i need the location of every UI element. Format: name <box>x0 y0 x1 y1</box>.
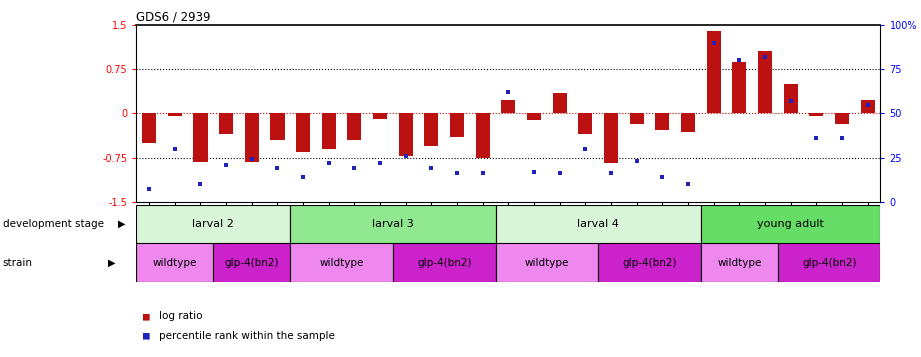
Point <box>860 102 875 107</box>
Bar <box>599 243 701 282</box>
Bar <box>732 61 746 114</box>
Bar <box>136 243 214 282</box>
Bar <box>553 93 566 114</box>
Bar <box>501 100 516 114</box>
Point <box>219 162 234 167</box>
Text: wildtype: wildtype <box>320 258 364 268</box>
Bar <box>701 243 778 282</box>
Text: ■: ■ <box>143 311 149 321</box>
Text: ▶: ▶ <box>118 219 125 229</box>
Text: larval 2: larval 2 <box>192 219 234 229</box>
Text: GDS6 / 2939: GDS6 / 2939 <box>136 11 211 24</box>
Bar <box>835 114 849 124</box>
Bar <box>425 114 438 146</box>
Point <box>732 57 747 63</box>
Point <box>553 171 567 176</box>
Bar <box>393 243 495 282</box>
Point <box>603 171 618 176</box>
Bar <box>296 114 310 152</box>
Text: young adult: young adult <box>757 219 824 229</box>
Point <box>296 174 310 180</box>
Bar <box>495 243 599 282</box>
Bar <box>656 114 670 130</box>
Text: wildtype: wildtype <box>717 258 762 268</box>
Point <box>527 169 542 175</box>
Point <box>809 135 823 141</box>
Bar <box>701 205 880 243</box>
Text: wildtype: wildtype <box>525 258 569 268</box>
Text: percentile rank within the sample: percentile rank within the sample <box>159 331 335 341</box>
Text: development stage: development stage <box>3 219 104 229</box>
Text: larval 4: larval 4 <box>577 219 619 229</box>
Point <box>834 135 849 141</box>
Bar <box>681 114 695 132</box>
Point <box>193 181 208 187</box>
Bar <box>450 114 464 137</box>
Bar <box>193 114 207 162</box>
Bar <box>778 243 880 282</box>
Text: glp-4(bn2): glp-4(bn2) <box>417 258 472 268</box>
Point <box>758 54 773 60</box>
Bar <box>578 114 592 134</box>
Bar <box>136 205 290 243</box>
Bar <box>290 243 393 282</box>
Bar <box>810 114 823 116</box>
Bar <box>271 114 285 140</box>
Point <box>655 174 670 180</box>
Bar <box>219 114 233 134</box>
Bar <box>373 114 387 119</box>
Bar <box>214 243 290 282</box>
Point <box>399 153 414 159</box>
Point <box>244 156 259 162</box>
Point <box>629 158 644 164</box>
Bar <box>245 114 259 162</box>
Bar <box>495 205 701 243</box>
Bar <box>399 114 413 156</box>
Point <box>168 146 182 152</box>
Text: glp-4(bn2): glp-4(bn2) <box>802 258 857 268</box>
Bar <box>142 114 157 143</box>
Text: strain: strain <box>3 258 33 268</box>
Point <box>424 165 438 171</box>
Text: glp-4(bn2): glp-4(bn2) <box>225 258 279 268</box>
Point <box>321 160 336 166</box>
Point <box>373 160 388 166</box>
Point <box>783 98 798 104</box>
Point <box>142 186 157 192</box>
Bar <box>758 51 772 114</box>
Text: wildtype: wildtype <box>153 258 197 268</box>
Bar <box>604 114 618 164</box>
Point <box>681 181 695 187</box>
Bar <box>527 114 542 120</box>
Text: log ratio: log ratio <box>159 311 203 321</box>
Bar <box>784 84 798 114</box>
Point <box>475 171 490 176</box>
Point <box>706 40 721 46</box>
Bar <box>290 205 495 243</box>
Text: ▶: ▶ <box>108 258 115 268</box>
Bar <box>347 114 361 140</box>
Bar <box>168 114 181 116</box>
Bar <box>706 31 721 114</box>
Bar <box>321 114 336 149</box>
Bar <box>630 114 644 124</box>
Text: glp-4(bn2): glp-4(bn2) <box>623 258 677 268</box>
Text: larval 3: larval 3 <box>372 219 414 229</box>
Point <box>347 165 362 171</box>
Point <box>449 171 464 176</box>
Point <box>578 146 593 152</box>
Text: ■: ■ <box>143 331 149 341</box>
Point <box>270 165 285 171</box>
Bar <box>860 100 875 114</box>
Point <box>501 89 516 95</box>
Bar <box>475 114 490 157</box>
